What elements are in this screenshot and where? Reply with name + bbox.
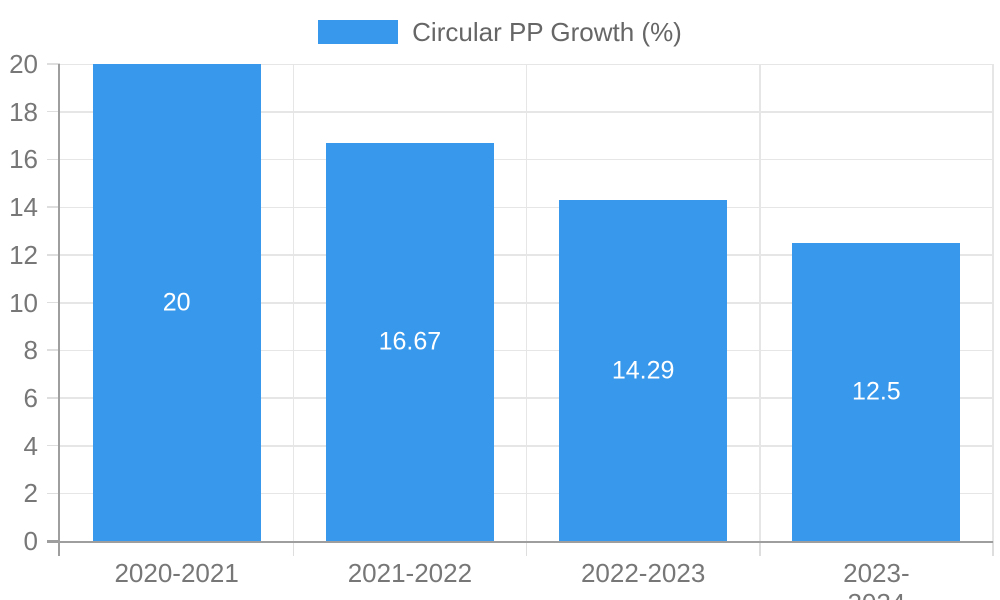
bar[interactable] [325,143,494,541]
bar[interactable] [559,200,728,541]
x-axis-line [47,541,993,543]
legend-label: Circular PP Growth (%) [412,17,682,47]
bar-value-label: 16.67 [378,327,442,356]
grid-line-vertical [525,64,528,541]
y-axis-tick-mark [47,492,60,495]
x-axis-tick-mark [292,541,294,556]
y-axis-tick-mark [47,397,60,399]
y-tick-label: 6 [23,382,38,413]
y-axis-tick-mark [47,349,60,351]
x-axis-tick-mark [759,541,761,556]
legend-swatch-icon [318,20,399,44]
y-tick-label: 18 [9,96,38,127]
bar-value-label: 14.29 [611,356,675,385]
y-tick-label: 0 [23,526,38,556]
y-axis-tick-mark [47,158,60,161]
grid-line-vertical [292,64,294,541]
y-axis-tick-mark [47,301,60,304]
y-axis-line [58,64,60,556]
y-axis-tick-mark [47,63,60,65]
bar-value-label: 20 [162,288,191,316]
x-axis-tick-mark [525,541,528,556]
bar-value-label: 12.5 [852,377,901,406]
y-tick-label: 10 [9,287,38,318]
y-tick-label: 14 [9,192,38,223]
x-tick-label: 2023-2024 [843,558,910,600]
grid-line-vertical [992,64,994,541]
x-tick-label: 2022-2023 [580,558,706,588]
y-tick-label: 12 [9,239,38,270]
y-tick-label: 16 [9,144,38,175]
x-axis-tick-mark [992,541,994,556]
y-tick-label: 8 [23,335,38,366]
y-tick-label: 20 [9,49,38,79]
y-tick-label: 4 [23,430,38,461]
x-tick-label: 2021-2022 [347,558,473,588]
bar[interactable] [92,64,261,541]
y-axis-tick-mark [47,206,60,208]
grid-line-vertical [759,64,761,541]
chart-legend[interactable]: Circular PP Growth (%) [0,16,1000,48]
y-axis-tick-mark [47,254,60,256]
x-tick-label: 2020-2021 [114,558,239,588]
y-tick-label: 2 [23,478,38,509]
y-axis-tick-mark [47,110,60,113]
bar[interactable] [792,242,961,541]
y-axis-tick-mark [47,444,60,447]
